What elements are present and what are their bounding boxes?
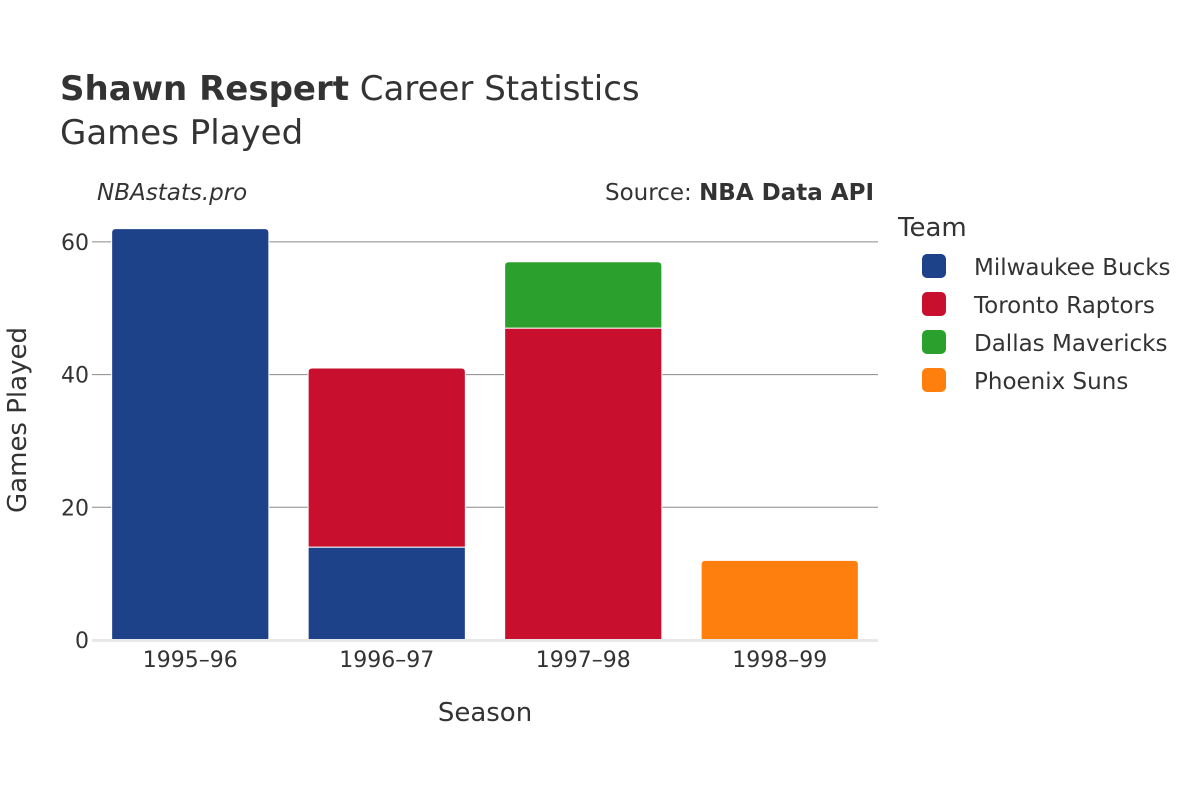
y-tick-label: 40	[61, 364, 89, 389]
legend-label[interactable]: Milwaukee Bucks	[974, 255, 1171, 281]
x-tick-label: 1995–96	[143, 648, 238, 673]
y-tick-label: 0	[75, 629, 89, 654]
legend-swatch[interactable]	[922, 292, 946, 316]
bar-segment[interactable]	[504, 327, 663, 641]
bar-segment[interactable]	[700, 559, 859, 641]
y-tick-label: 60	[61, 231, 89, 256]
legend: Team Milwaukee Bucks Toronto Raptors Dalla…	[897, 213, 1171, 395]
bar-segment[interactable]	[307, 367, 466, 548]
source-name: NBA Data API	[699, 180, 874, 206]
x-tick-label: 1996–97	[339, 648, 434, 673]
legend-label[interactable]: Phoenix Suns	[974, 369, 1128, 395]
chart-title: Shawn Respert Career Statistics	[60, 69, 640, 109]
y-axis-label: Games Played	[3, 327, 33, 513]
bar-segment[interactable]	[504, 261, 663, 329]
x-axis-label: Season	[438, 698, 532, 728]
legend-swatch[interactable]	[922, 330, 946, 354]
title-suffix: Career Statistics	[349, 69, 640, 109]
legend-swatch[interactable]	[922, 368, 946, 392]
chart-subtitle: Games Played	[60, 113, 303, 153]
bar-segment[interactable]	[307, 546, 466, 641]
legend-title: Team	[897, 213, 967, 243]
legend-label[interactable]: Toronto Raptors	[973, 293, 1155, 319]
player-name: Shawn Respert	[60, 69, 349, 109]
y-tick-labels: 0 20 40 60	[61, 231, 89, 654]
legend-label[interactable]: Dallas Mavericks	[974, 331, 1167, 357]
x-tick-labels: 1995–96 1996–97 1997–98 1998–99	[143, 648, 827, 673]
source-credit: Source: NBA Data API	[605, 180, 874, 206]
x-tick-label: 1997–98	[536, 648, 631, 673]
bar-segment[interactable]	[111, 228, 270, 641]
x-tick-label: 1998–99	[732, 648, 827, 673]
bars	[111, 228, 859, 641]
legend-swatch[interactable]	[922, 254, 946, 278]
watermark: NBAstats.pro	[97, 180, 247, 206]
y-tick-label: 20	[61, 496, 89, 521]
source-prefix: Source:	[605, 180, 699, 206]
